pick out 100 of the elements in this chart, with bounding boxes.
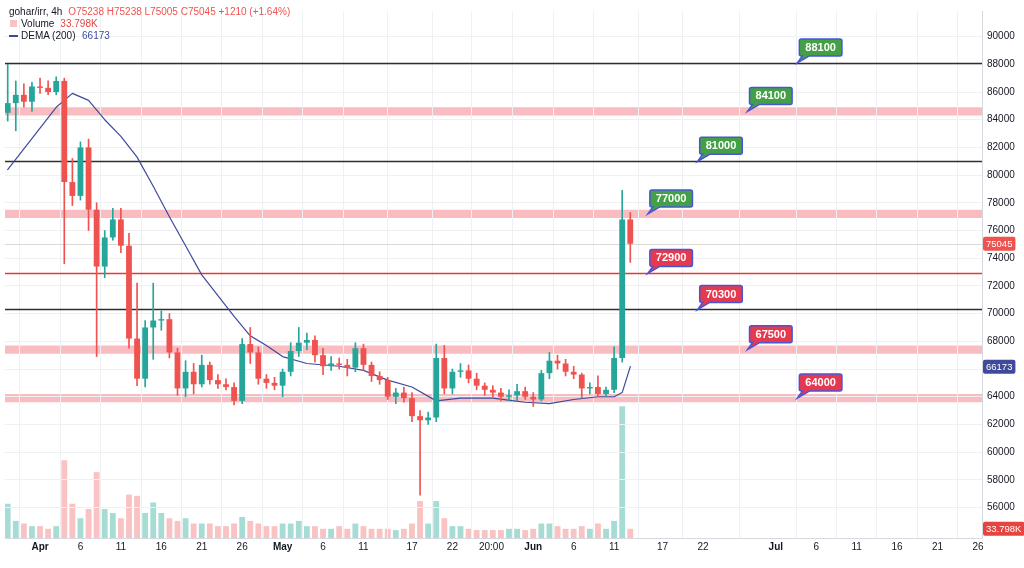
bar <box>425 523 432 538</box>
y-tick-label: 84000 <box>987 113 1016 125</box>
band-label: 84100 <box>755 89 787 102</box>
bar <box>206 523 213 538</box>
candlestick <box>344 359 351 377</box>
band-label: 77000 <box>655 191 687 204</box>
bar <box>12 520 19 538</box>
bar <box>498 530 504 538</box>
bar <box>109 512 116 538</box>
candlestick <box>150 282 157 360</box>
bar <box>239 516 246 538</box>
bar <box>166 518 173 538</box>
bar <box>320 528 326 538</box>
ref-line-label: 88100 <box>805 40 836 53</box>
bar <box>352 523 359 538</box>
x-tick-label: 26 <box>236 540 249 552</box>
bar <box>627 528 634 538</box>
x-tick-label: 6 <box>570 540 577 552</box>
annotation: 66173 <box>986 360 1013 372</box>
bar <box>37 526 43 538</box>
bar <box>473 530 480 538</box>
x-tick-label: 26 <box>972 540 984 552</box>
bar <box>295 520 302 538</box>
bar <box>287 523 294 538</box>
bar <box>20 523 27 538</box>
bar <box>303 526 310 538</box>
bar <box>5 503 11 538</box>
legend-label: DEMA (200) <box>21 29 76 41</box>
candlestick <box>303 332 310 350</box>
bar <box>247 520 254 538</box>
bar <box>409 523 415 538</box>
x-tick-label: 17 <box>657 540 669 552</box>
bar <box>69 503 76 538</box>
bar <box>489 530 496 538</box>
bar <box>449 526 456 538</box>
bar <box>45 528 52 538</box>
bar <box>376 528 383 538</box>
candlestick <box>392 388 399 404</box>
x-tick-label: Jul <box>768 540 784 552</box>
y-tick-label: 72000 <box>987 279 1016 291</box>
x-tick-label: 11 <box>608 540 620 552</box>
candlestick <box>12 80 19 132</box>
candlestick <box>328 356 335 371</box>
bar <box>595 523 601 538</box>
y-tick-label: 62000 <box>987 418 1016 430</box>
annotation: O75238 H75238 L75005 C75045 +1210 (+1.64%) <box>68 5 291 17</box>
y-tick-label: 86000 <box>987 85 1016 97</box>
x-tick-label: 21 <box>196 540 208 552</box>
chart-title: gohar/irr, 4h <box>9 5 63 17</box>
bar <box>231 523 237 538</box>
bar <box>538 523 545 538</box>
y-tick-label: 88000 <box>987 58 1016 70</box>
y-tick-label: 64000 <box>987 390 1016 402</box>
bar <box>53 526 60 538</box>
bar <box>514 528 520 538</box>
bar <box>190 523 197 538</box>
y-tick-label: 58000 <box>987 473 1016 485</box>
x-tick-label: 22 <box>697 540 710 552</box>
y-tick-label: 82000 <box>987 141 1016 153</box>
x-tick-label: Apr <box>31 540 49 552</box>
candlestick <box>5 63 11 122</box>
band-label: 64000 <box>805 376 836 389</box>
bar <box>134 495 140 538</box>
candlestick <box>417 410 423 496</box>
legend-label: Volume <box>21 17 55 29</box>
ref-line-label: 81000 <box>705 139 737 152</box>
x-tick-label: 11 <box>851 540 863 552</box>
bar <box>603 528 609 538</box>
x-tick-label: 6 <box>813 540 820 552</box>
bar <box>586 528 593 538</box>
candlestick <box>570 365 577 380</box>
candlestick <box>20 83 27 108</box>
y-tick-label: 76000 <box>987 224 1016 236</box>
bar <box>562 528 569 538</box>
bar <box>158 512 165 538</box>
bar <box>29 526 35 538</box>
bar <box>93 472 100 538</box>
bar <box>344 528 351 538</box>
bar <box>61 460 68 538</box>
bar <box>255 523 262 538</box>
bar <box>522 530 529 538</box>
y-tick-label: 78000 <box>987 196 1016 208</box>
y-tick-label: 68000 <box>987 335 1016 347</box>
bar <box>570 528 577 538</box>
bar <box>417 501 423 538</box>
x-tick-label: 6 <box>77 540 84 552</box>
y-tick-label: 56000 <box>987 501 1016 513</box>
candlestick <box>514 383 520 402</box>
bar <box>336 526 343 538</box>
candlestick <box>506 389 512 402</box>
bar <box>101 509 108 538</box>
bar <box>611 520 618 538</box>
y-tick-label: 60000 <box>987 445 1016 457</box>
candlestick <box>37 77 43 94</box>
bar <box>619 406 626 538</box>
bar <box>400 528 407 538</box>
candlestick <box>489 385 496 398</box>
candlestick <box>295 327 302 357</box>
x-tick-label: 17 <box>406 540 418 552</box>
x-tick-label: 16 <box>891 540 904 552</box>
